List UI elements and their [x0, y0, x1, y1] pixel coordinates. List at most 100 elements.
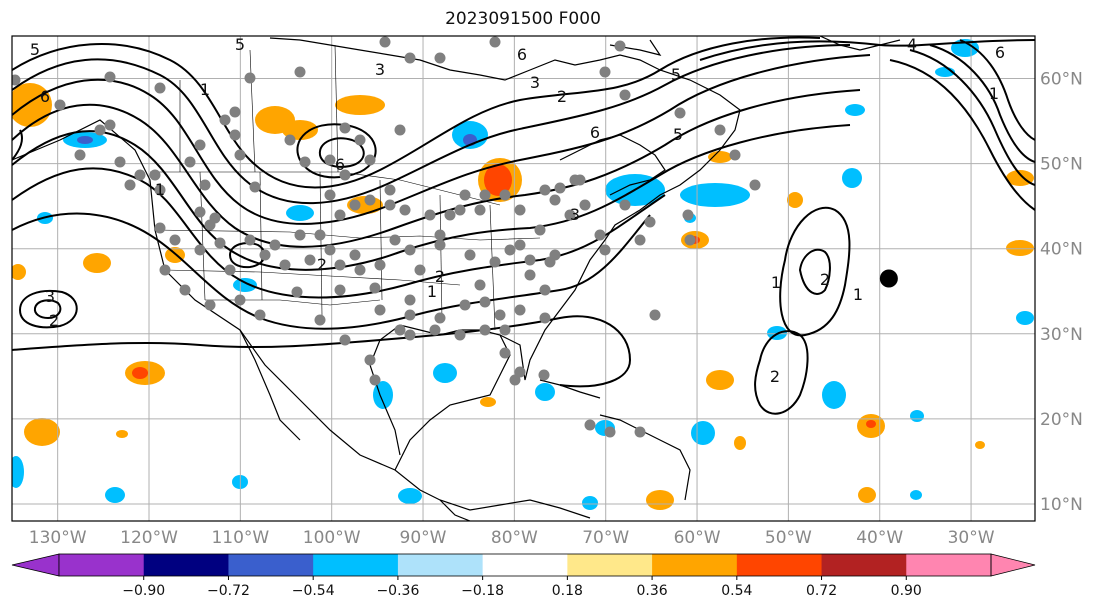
colorbar-segment [821, 554, 907, 576]
contour-label: 1 [155, 180, 165, 199]
station-dot [549, 194, 561, 206]
contour-label: 6 [590, 123, 600, 142]
station-dot [494, 309, 506, 321]
station-dot [499, 347, 511, 359]
lon-label: 50°W [765, 528, 812, 548]
station-dot [364, 194, 376, 206]
lon-label: 100°W [303, 528, 361, 548]
contour-label: 5 [673, 125, 683, 144]
station-dot [604, 426, 616, 438]
station-dot [364, 154, 376, 166]
station-dot [619, 199, 631, 211]
station-dot [179, 284, 191, 296]
station-dot [349, 249, 361, 261]
station-dot [619, 89, 631, 101]
station-dot [364, 354, 376, 366]
station-dot [149, 169, 161, 181]
colorbar-segment [313, 554, 399, 576]
contour-label: 1 [427, 282, 437, 301]
station-dot [394, 124, 406, 136]
station-dot [749, 179, 761, 191]
storm-center-marker [879, 269, 898, 288]
station-dot [614, 40, 626, 52]
contour-label: 6 [40, 87, 50, 106]
station-dot [204, 299, 216, 311]
colorbar-extend-min [11, 553, 60, 577]
station-dot [524, 254, 536, 266]
colorbar-segment [397, 554, 484, 576]
station-dot [644, 216, 656, 228]
contour-label: 2 [317, 255, 327, 274]
station-dot [379, 36, 391, 48]
station-dot [404, 309, 416, 321]
station-dot [549, 249, 561, 261]
colorbar-frame [58, 553, 992, 577]
station-dot [324, 154, 336, 166]
station-dot [414, 264, 426, 276]
station-dot [479, 189, 491, 201]
colorbar-tick-label: −0.72 [207, 583, 250, 599]
station-dot [714, 124, 726, 136]
station-dot [229, 129, 241, 141]
station-dot [634, 234, 646, 246]
station-dot [434, 229, 446, 241]
station-dot [489, 256, 501, 268]
station-dot [429, 324, 441, 336]
station-dot [539, 184, 551, 196]
station-dot [279, 259, 291, 271]
lat-label: 60°N [1040, 70, 1083, 90]
station-dot [249, 181, 261, 193]
lon-label: 70°W [582, 528, 629, 548]
contour-label: 6 [995, 43, 1005, 62]
station-dot [444, 209, 456, 221]
station-dot [354, 134, 366, 146]
contour-label: 2 [557, 87, 567, 106]
station-dot [514, 304, 526, 316]
station-dot [324, 189, 336, 201]
station-dot [339, 122, 351, 134]
station-dot [284, 134, 296, 146]
station-dot [54, 99, 66, 111]
station-dot [374, 304, 386, 316]
gridlines [12, 36, 1035, 521]
station-dot [234, 149, 246, 161]
station-dot [214, 237, 226, 249]
contour-label: 2 [820, 270, 830, 289]
contour-label: 2 [435, 267, 445, 286]
station-dot [404, 294, 416, 306]
station-dot [259, 249, 271, 261]
station-dot [454, 329, 466, 341]
station-dot [404, 52, 416, 64]
station-dot [339, 334, 351, 346]
lat-label: 50°N [1040, 155, 1083, 175]
station-dot [509, 374, 521, 386]
contour-label: 3 [45, 287, 55, 306]
station-dot [584, 419, 596, 431]
station-dot [682, 209, 694, 221]
station-dot [504, 244, 516, 256]
station-dot [104, 71, 116, 83]
station-markers [12, 36, 761, 438]
station-dot [649, 309, 661, 321]
lat-label: 10°N [1040, 495, 1083, 515]
colorbar-segment [567, 554, 653, 576]
colorbar-tick-label: 0.90 [891, 583, 922, 599]
colorbar-extend-max [990, 553, 1036, 577]
station-dot [489, 36, 501, 48]
station-dot [244, 234, 256, 246]
station-dot [244, 72, 256, 84]
colorbar-tick-label: 0.72 [806, 583, 837, 599]
lat-label: 30°N [1040, 325, 1083, 345]
station-dot [514, 366, 526, 378]
station-dot [579, 199, 591, 211]
station-dot [384, 184, 396, 196]
station-dot [564, 209, 576, 221]
station-dot [224, 264, 236, 276]
station-dot [594, 229, 606, 241]
station-dot [369, 282, 381, 294]
station-dot [299, 156, 311, 168]
contour-label: 6 [517, 45, 527, 64]
station-dot [254, 309, 266, 321]
